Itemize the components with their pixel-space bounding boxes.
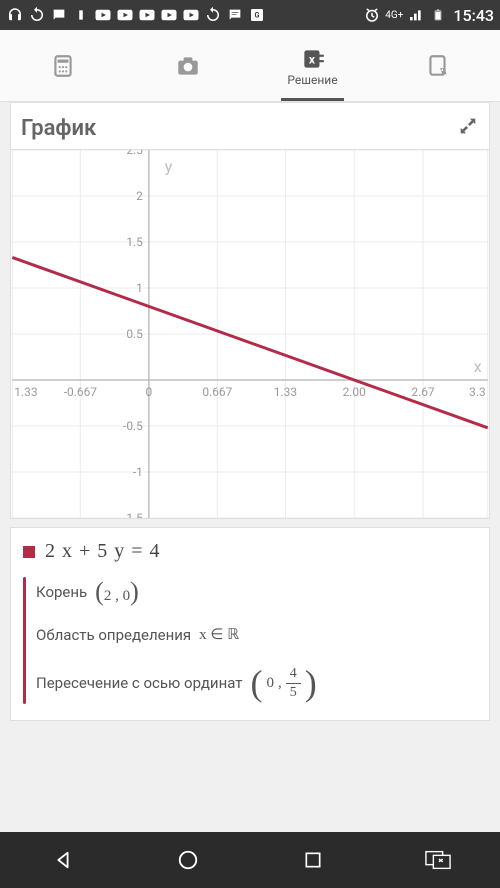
nav-recents-button[interactable] <box>300 847 326 873</box>
svg-text:x: x <box>474 357 482 376</box>
play-icon <box>182 6 200 24</box>
graph-canvas[interactable]: -1.5 -1 -0.5 0.5 1 1.5 2 2.5 1.33 -0.667 0 0.667 1.3… <box>10 149 490 519</box>
solution-icon: x <box>297 45 329 73</box>
home-icon <box>177 849 199 871</box>
status-right-icons: 4G+ 15:43 <box>363 6 494 25</box>
nav-back-button[interactable] <box>50 847 76 873</box>
svg-text:-0.5: -0.5 <box>123 419 143 433</box>
sync-icon <box>28 6 46 24</box>
svg-text:0.5: 0.5 <box>126 327 143 341</box>
accent-bar <box>23 577 26 704</box>
svg-text:1.33: 1.33 <box>14 385 37 399</box>
maps-icon: G <box>248 6 266 24</box>
svg-text:0.667: 0.667 <box>202 385 232 399</box>
play-icon <box>138 6 156 24</box>
svg-text:y: y <box>165 157 173 176</box>
svg-text:1.33: 1.33 <box>274 385 297 399</box>
svg-text:2.67: 2.67 <box>411 385 435 399</box>
y-intercept-row: Пересечение с осью ординат ( 0 , 4 5 ) <box>36 662 317 704</box>
clock-time: 15:43 <box>453 6 494 25</box>
svg-text:x: x <box>308 52 314 66</box>
message-icon <box>226 6 244 24</box>
svg-text:G: G <box>255 11 260 20</box>
bar-icon <box>72 6 90 24</box>
expand-icon <box>457 115 479 137</box>
root-label: Корень <box>36 583 87 601</box>
section-title: График <box>21 116 96 141</box>
play-icon <box>116 6 134 24</box>
tab-solution[interactable]: x Решение <box>250 30 375 101</box>
y-intercept-value: ( 0 , 4 5 ) <box>250 662 316 704</box>
headphones-icon <box>6 6 24 24</box>
back-icon <box>52 849 74 871</box>
calculator-icon <box>47 52 79 80</box>
android-status-bar: G 4G+ 15:43 <box>0 0 500 30</box>
battery-icon <box>429 6 447 24</box>
tab-bookmarks[interactable] <box>375 30 500 101</box>
chat-icon <box>50 6 68 24</box>
app-tab-bar: x Решение <box>0 30 500 102</box>
tab-calculator[interactable] <box>0 30 125 101</box>
domain-label: Область определения <box>36 626 191 644</box>
svg-text:3.3: 3.3 <box>469 385 486 399</box>
svg-text:-1: -1 <box>133 465 143 479</box>
network-type: 4G+ <box>385 10 403 21</box>
svg-text:2: 2 <box>136 189 143 203</box>
graph-section-header: График <box>10 102 490 149</box>
domain-row: Область определения x ∈ ℝ <box>36 625 317 644</box>
tab-label: Решение <box>287 73 337 87</box>
svg-text:0: 0 <box>146 385 153 399</box>
svg-text:-1.5: -1.5 <box>123 511 143 518</box>
alarm-icon <box>363 6 381 24</box>
tab-camera[interactable] <box>125 30 250 101</box>
series-swatch <box>23 546 35 558</box>
svg-text:2.00: 2.00 <box>343 385 367 399</box>
play-icon <box>160 6 178 24</box>
android-nav-bar <box>0 832 500 888</box>
domain-value: x ∈ ℝ <box>199 625 239 644</box>
svg-text:1: 1 <box>136 281 143 295</box>
root-row: Корень (2 , 0) <box>36 577 317 607</box>
expand-button[interactable] <box>457 115 479 141</box>
signal-icon <box>407 6 425 24</box>
properties-content: Корень (2 , 0) Область определения x ∈ ℝ… <box>36 577 317 704</box>
screenshot-icon <box>425 850 451 870</box>
svg-text:1.5: 1.5 <box>126 235 143 249</box>
svg-text:2.5: 2.5 <box>126 150 143 157</box>
bookmark-icon <box>422 52 454 80</box>
equation-row: 2 x + 5 y = 4 <box>23 540 477 563</box>
properties-block: Корень (2 , 0) Область определения x ∈ ℝ… <box>23 577 477 704</box>
root-value: (2 , 0) <box>95 577 139 607</box>
camera-icon <box>172 52 204 80</box>
y-intercept-label: Пересечение с осью ординат <box>36 674 242 692</box>
sync-icon <box>204 6 222 24</box>
main-content: График -1.5 -1 -0.5 0.5 1 1.5 2 2.5 1.33 -0.667 0 0… <box>0 102 500 721</box>
chart-svg: -1.5 -1 -0.5 0.5 1 1.5 2 2.5 1.33 -0.667 0 0.667 1.3… <box>11 150 489 518</box>
nav-home-button[interactable] <box>175 847 201 873</box>
svg-text:-0.667: -0.667 <box>64 385 98 399</box>
equation-text: 2 x + 5 y = 4 <box>45 540 161 563</box>
status-left-icons: G <box>6 6 266 24</box>
play-icon <box>94 6 112 24</box>
recents-icon <box>303 850 323 870</box>
nav-screenshot-button[interactable] <box>425 847 451 873</box>
equation-card: 2 x + 5 y = 4 Корень (2 , 0) Область опр… <box>10 527 490 721</box>
